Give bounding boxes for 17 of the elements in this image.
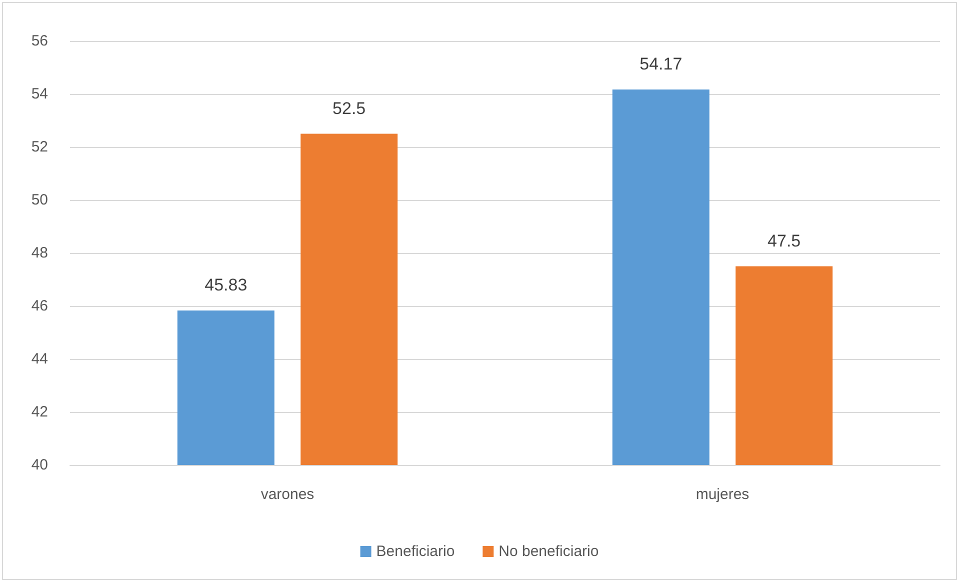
data-label: 54.17: [640, 54, 682, 74]
data-label: 45.83: [204, 276, 248, 295]
legend-label: Beneficiario: [376, 543, 455, 560]
x-tick-label: mujeres: [696, 486, 750, 503]
data-label: 47.5: [768, 231, 801, 250]
y-tick-label: 52: [31, 138, 48, 156]
y-tick-label: 54: [31, 86, 48, 102]
y-tick-label: 46: [31, 298, 48, 314]
legend-label: No beneficiario: [498, 543, 599, 560]
y-tick-label: 44: [31, 350, 48, 368]
y-tick-label: 40: [31, 456, 48, 474]
data-label: 52.5: [332, 98, 366, 118]
y-tick-label: 42: [31, 404, 48, 420]
y-tick-label: 50: [31, 192, 48, 208]
y-tick-label: 56: [31, 32, 48, 50]
y-tick-label: 48: [31, 244, 48, 262]
x-tick-label: varones: [260, 486, 314, 503]
